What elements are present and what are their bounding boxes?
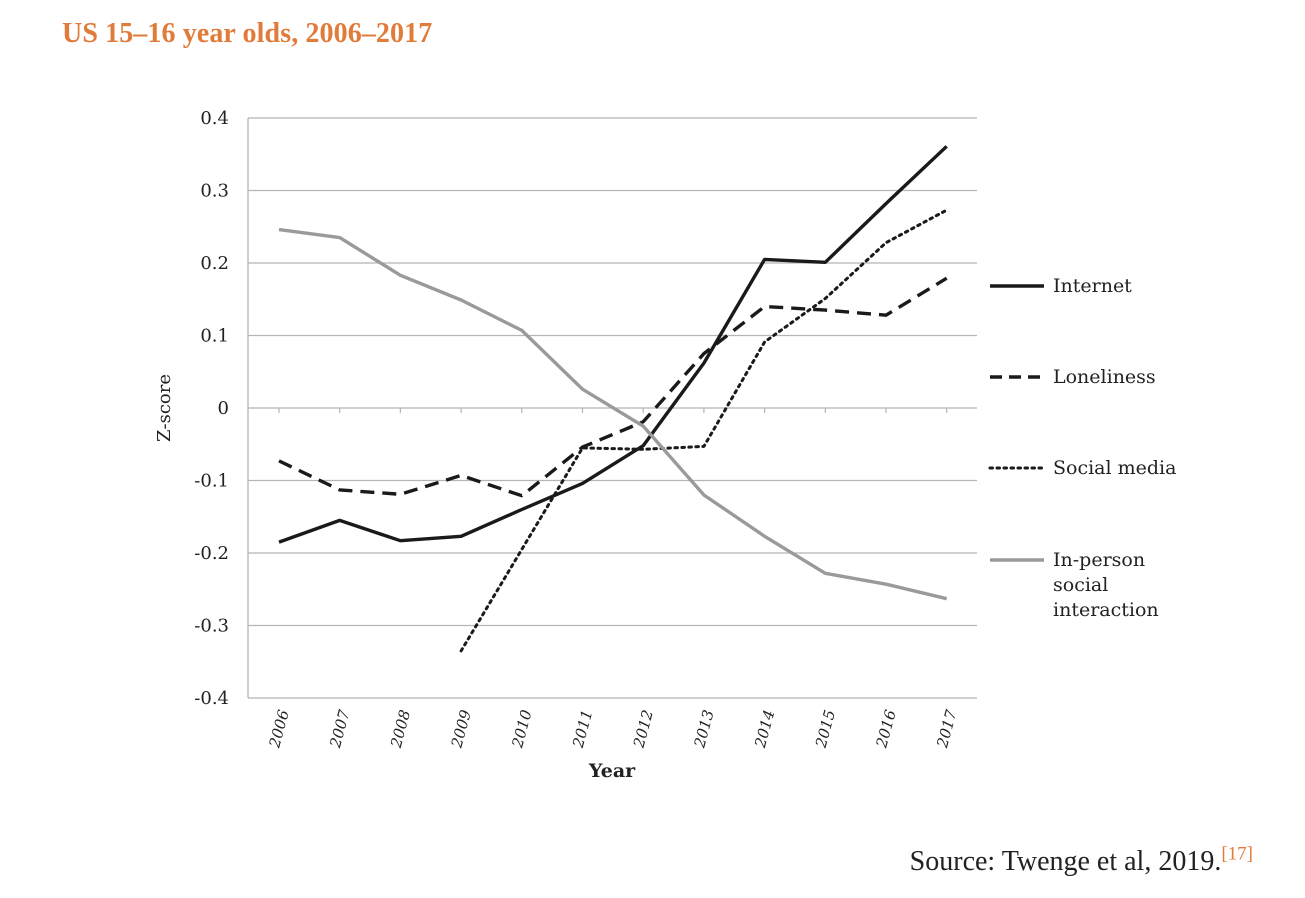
series-line-loneliness (278, 276, 948, 498)
axes: 0.4 0.3 0.2 0.1 0 -0.1 -0.2 -0.3 -0.4 2006 2007 200… (194, 108, 960, 750)
x-tick-label: 2006 (265, 708, 293, 751)
legend-label: social (1053, 574, 1108, 596)
gridlines (248, 117, 977, 699)
legend-label: Social media (1053, 457, 1176, 479)
y-tick-label: 0.3 (200, 181, 229, 202)
y-tick-label: -0.2 (194, 543, 229, 564)
y-tick-label: 0.4 (200, 108, 229, 129)
y-tick-label: -0.4 (194, 688, 229, 709)
source-note: Source: Twenge et al, 2019.[17] (909, 843, 1253, 878)
x-tick-label: 2015 (812, 708, 840, 751)
legend-label: In-person (1053, 549, 1145, 571)
series-line-social-media (459, 208, 949, 653)
x-tick-label: 2010 (508, 708, 536, 751)
legend-label: Loneliness (1053, 366, 1156, 388)
y-axis-title: Z-score (154, 374, 175, 442)
source-text: Source: Twenge et al, 2019. (909, 846, 1222, 877)
source-reference: [17] (1221, 843, 1253, 865)
y-tick-label: -0.3 (194, 616, 229, 637)
y-tick-label: 0.1 (200, 326, 229, 347)
x-tick-label: 2017 (933, 708, 961, 751)
x-tick-label: 2013 (690, 708, 718, 751)
x-axis-title: Year (588, 760, 636, 782)
page-title: US 15–16 year olds, 2006–2017 (62, 18, 433, 49)
series-lines (278, 145, 949, 653)
legend-label: Internet (1053, 275, 1132, 297)
y-tick-label: 0.2 (200, 253, 229, 274)
series-line-in-person-social-interaction (278, 227, 948, 601)
x-tick-label: 2008 (387, 708, 415, 751)
y-tick-label: -0.1 (194, 471, 229, 492)
x-tick-label: 2016 (872, 708, 900, 751)
x-tick-label: 2009 (447, 708, 475, 751)
legend: Internet Loneliness Social media In-person s… (988, 275, 1176, 621)
x-tick-label: 2007 (326, 708, 354, 751)
legend-label: interaction (1053, 599, 1159, 621)
y-tick-label: 0 (218, 398, 229, 419)
x-tick-label: 2014 (751, 708, 779, 751)
x-tick-label: 2012 (629, 708, 657, 751)
series-line-internet (278, 145, 948, 544)
x-tick-label: 2011 (569, 708, 597, 751)
